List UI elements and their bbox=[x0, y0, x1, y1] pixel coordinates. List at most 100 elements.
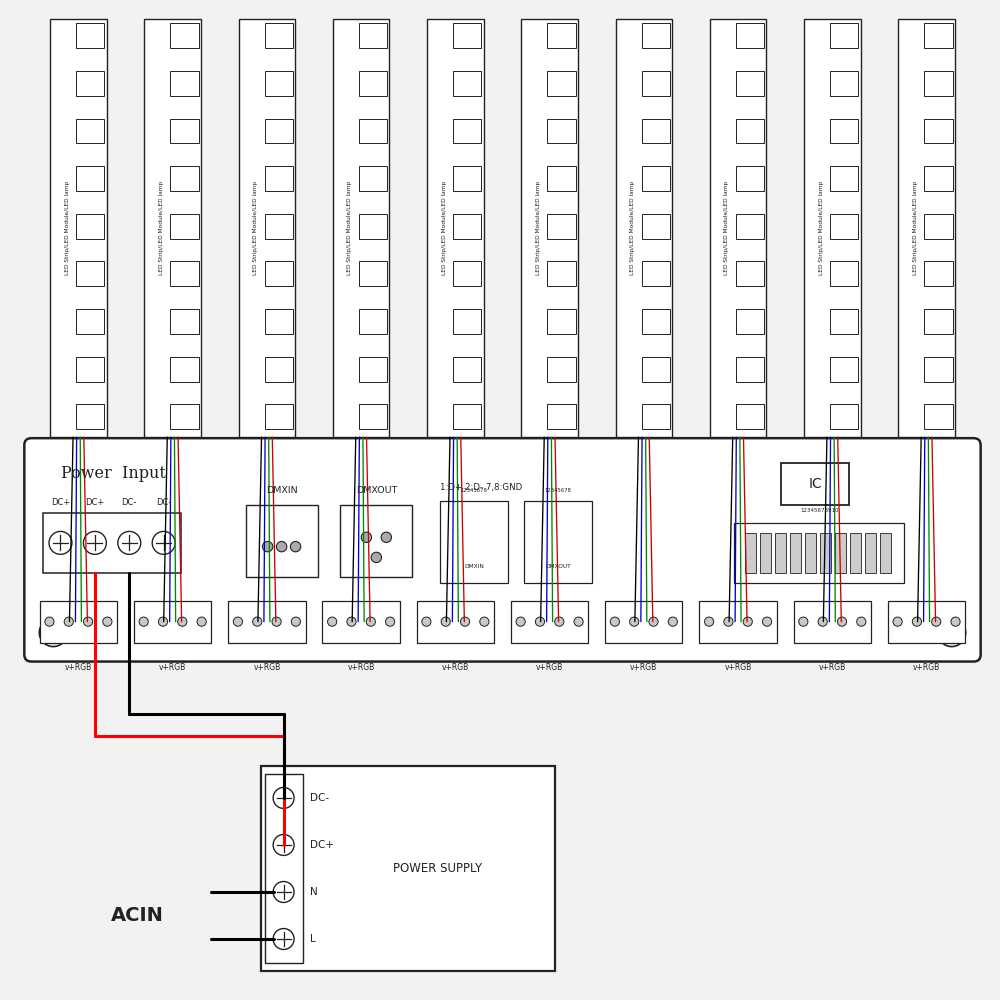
Bar bbox=[736, 309, 764, 334]
Bar bbox=[924, 119, 953, 143]
Text: v+RGB: v+RGB bbox=[536, 663, 563, 672]
Circle shape bbox=[276, 541, 287, 552]
Circle shape bbox=[197, 617, 206, 626]
Bar bbox=[924, 166, 953, 191]
Circle shape bbox=[83, 531, 106, 554]
Bar bbox=[736, 23, 764, 48]
Bar bbox=[775, 533, 786, 573]
Circle shape bbox=[912, 617, 921, 626]
Bar bbox=[265, 166, 293, 191]
Bar bbox=[880, 533, 891, 573]
Text: DMXIN: DMXIN bbox=[266, 486, 297, 495]
Bar bbox=[76, 71, 104, 96]
Bar bbox=[170, 119, 199, 143]
Bar bbox=[76, 357, 104, 382]
Text: DC+: DC+ bbox=[85, 498, 105, 507]
Text: N: N bbox=[310, 887, 317, 897]
Circle shape bbox=[555, 617, 564, 626]
Bar bbox=[547, 119, 576, 143]
Bar bbox=[736, 357, 764, 382]
Circle shape bbox=[64, 617, 73, 626]
Circle shape bbox=[272, 617, 281, 626]
Bar bbox=[170, 404, 199, 429]
Bar bbox=[359, 71, 387, 96]
Bar bbox=[239, 19, 295, 437]
Bar bbox=[924, 404, 953, 429]
Text: v+RGB: v+RGB bbox=[253, 663, 281, 672]
Text: v+RGB: v+RGB bbox=[159, 663, 186, 672]
Bar bbox=[547, 71, 576, 96]
Bar bbox=[924, 23, 953, 48]
Bar bbox=[736, 71, 764, 96]
Circle shape bbox=[460, 617, 470, 626]
Circle shape bbox=[932, 617, 941, 626]
Bar bbox=[453, 309, 481, 334]
Circle shape bbox=[39, 619, 67, 647]
Bar bbox=[359, 404, 387, 429]
Circle shape bbox=[178, 617, 187, 626]
Bar bbox=[359, 309, 387, 334]
Bar bbox=[144, 19, 201, 437]
Bar bbox=[794, 601, 871, 643]
Bar bbox=[453, 214, 481, 239]
Circle shape bbox=[516, 617, 525, 626]
Text: DC+: DC+ bbox=[310, 840, 334, 850]
Bar bbox=[642, 166, 670, 191]
Bar bbox=[359, 166, 387, 191]
Bar bbox=[898, 19, 955, 437]
Bar bbox=[43, 513, 181, 573]
Circle shape bbox=[762, 617, 772, 626]
Bar bbox=[830, 357, 858, 382]
Bar bbox=[830, 119, 858, 143]
Bar bbox=[736, 166, 764, 191]
Circle shape bbox=[818, 617, 827, 626]
Bar bbox=[547, 404, 576, 429]
Circle shape bbox=[273, 929, 294, 949]
Circle shape bbox=[273, 882, 294, 902]
Circle shape bbox=[290, 541, 301, 552]
Text: DC+: DC+ bbox=[51, 498, 70, 507]
Bar bbox=[453, 71, 481, 96]
Bar bbox=[521, 19, 578, 437]
Bar bbox=[642, 71, 670, 96]
Bar bbox=[830, 214, 858, 239]
Circle shape bbox=[158, 617, 168, 626]
Bar bbox=[76, 166, 104, 191]
Bar bbox=[642, 119, 670, 143]
Bar bbox=[605, 601, 682, 643]
Circle shape bbox=[253, 617, 262, 626]
Bar bbox=[547, 261, 576, 286]
Bar bbox=[835, 533, 846, 573]
Bar bbox=[616, 19, 672, 437]
Text: Power  Input: Power Input bbox=[61, 465, 166, 482]
Circle shape bbox=[574, 617, 583, 626]
Bar bbox=[170, 166, 199, 191]
Bar bbox=[359, 119, 387, 143]
Bar bbox=[265, 309, 293, 334]
Text: LED Strip/LED Module/LED lamp: LED Strip/LED Module/LED lamp bbox=[159, 181, 164, 275]
Circle shape bbox=[381, 532, 392, 542]
Bar bbox=[760, 533, 771, 573]
Circle shape bbox=[893, 617, 902, 626]
Bar bbox=[134, 601, 211, 643]
Bar bbox=[170, 357, 199, 382]
Bar bbox=[830, 71, 858, 96]
Text: DC-: DC- bbox=[122, 498, 137, 507]
Bar bbox=[265, 357, 293, 382]
Circle shape bbox=[799, 617, 808, 626]
Bar bbox=[804, 19, 861, 437]
Text: v+RGB: v+RGB bbox=[348, 663, 375, 672]
Bar bbox=[865, 533, 876, 573]
Bar bbox=[547, 23, 576, 48]
Text: v+RGB: v+RGB bbox=[65, 663, 92, 672]
Bar bbox=[888, 601, 965, 643]
Bar bbox=[805, 533, 816, 573]
Bar bbox=[265, 214, 293, 239]
Bar bbox=[547, 357, 576, 382]
Bar bbox=[265, 774, 303, 963]
Bar bbox=[642, 357, 670, 382]
Bar bbox=[246, 505, 318, 577]
Bar bbox=[417, 601, 494, 643]
Text: LED Strip/LED Module/LED lamp: LED Strip/LED Module/LED lamp bbox=[442, 181, 447, 275]
Text: DMXOUT: DMXOUT bbox=[545, 564, 571, 569]
